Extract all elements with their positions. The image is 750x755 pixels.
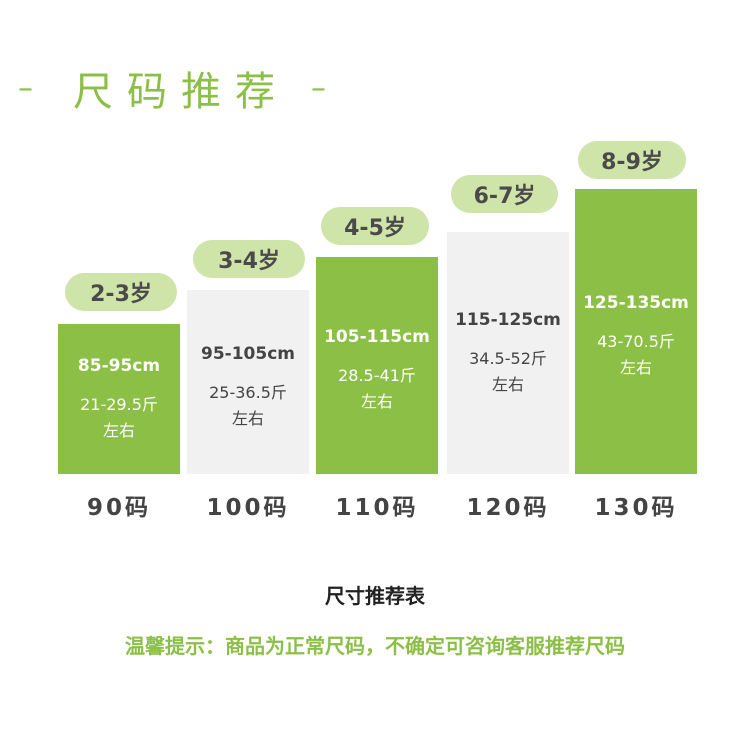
weight-note: 左右 (102, 421, 135, 440)
table-caption: 尺寸推荐表 (325, 584, 425, 608)
size-box: 105-115cm 28.5-41斤 左右 (316, 257, 438, 474)
age-badge: 2-3岁 (65, 273, 177, 311)
size-label: 110码 (335, 495, 419, 521)
size-box: 115-125cm 34.5-52斤 左右 (447, 232, 569, 474)
weight-range: 25-36.5斤 (209, 383, 287, 402)
weight-note: 左右 (619, 358, 652, 377)
size-label: 120码 (466, 495, 550, 521)
height-range: 95-105cm (201, 344, 295, 364)
weight-note: 左右 (491, 375, 524, 394)
height-range: 105-115cm (324, 327, 430, 347)
weight-range: 28.5-41斤 (338, 366, 416, 385)
size-tip: 温馨提示：商品为正常尺码，不确定可咨询客服推荐尺码 (125, 634, 625, 658)
weight-note: 左右 (360, 392, 393, 411)
size-box: 95-105cm 25-36.5斤 左右 (187, 290, 309, 474)
age-badge: 3-4岁 (193, 240, 305, 278)
height-range: 115-125cm (455, 310, 561, 330)
page-heading: – 尺码推荐 – (18, 60, 326, 116)
height-range: 85-95cm (77, 356, 161, 376)
age-badge: 6-7岁 (451, 175, 558, 213)
height-range: 125-135cm (583, 293, 689, 313)
weight-range: 43-70.5斤 (597, 332, 675, 351)
age-badge: 8-9岁 (578, 141, 686, 179)
weight-range: 21-29.5斤 (80, 395, 158, 414)
size-box: 125-135cm 43-70.5斤 左右 (575, 189, 697, 474)
heading-dash-left: – (18, 70, 33, 106)
heading-dash-right: – (311, 70, 326, 106)
size-label: 100码 (206, 495, 290, 521)
weight-note: 左右 (231, 409, 264, 428)
age-badge: 4-5岁 (321, 207, 429, 245)
size-box: 85-95cm 21-29.5斤 左右 (58, 324, 180, 474)
size-label: 90码 (86, 495, 151, 521)
heading-title: 尺码推荐 (73, 69, 289, 115)
size-label: 130码 (594, 495, 678, 521)
weight-range: 34.5-52斤 (469, 349, 547, 368)
